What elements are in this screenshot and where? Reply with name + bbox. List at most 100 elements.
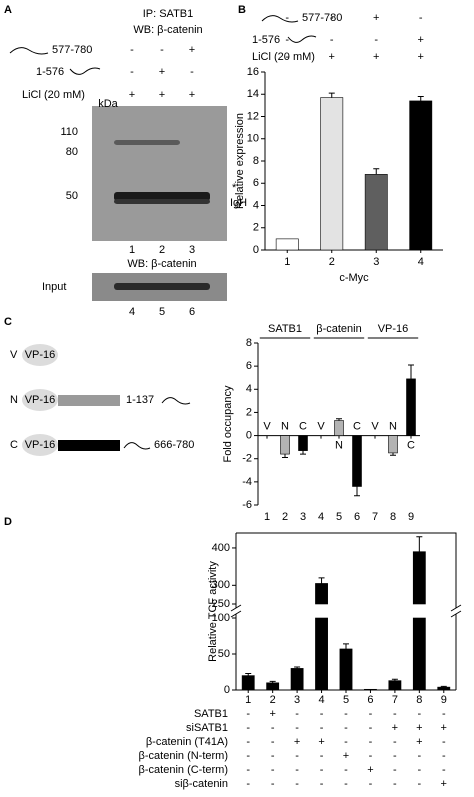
- y-tick-label: -2: [242, 453, 252, 465]
- y-tick-label: 2: [253, 222, 259, 234]
- y-tick-label: -4: [242, 476, 252, 488]
- error-bar: [245, 672, 252, 676]
- bar: [409, 100, 433, 251]
- condition-sign: +: [329, 51, 335, 63]
- construct-bar: [58, 440, 120, 451]
- condition-sign: +: [441, 722, 447, 734]
- condition-sign: -: [295, 764, 299, 776]
- bar: [266, 682, 280, 691]
- condition-sign: -: [271, 764, 275, 776]
- kda-label: kDa: [98, 98, 118, 110]
- y-tick-label: 250: [212, 598, 230, 610]
- condition-sign: -: [271, 736, 275, 748]
- blot-band: [174, 192, 210, 201]
- condition-sign: +: [367, 764, 373, 776]
- domain-label: VP-16: [25, 439, 56, 451]
- condition-label: 577-780: [52, 44, 92, 56]
- squiggle: [287, 35, 317, 43]
- condition-sign: -: [419, 12, 423, 24]
- condition-sign: -: [295, 750, 299, 762]
- error-bar: [318, 577, 325, 584]
- error-bar: [343, 643, 349, 649]
- condition-sign: -: [295, 778, 299, 790]
- y-tick-label: 8: [246, 337, 252, 349]
- condition-sign: -: [330, 12, 334, 24]
- condition-label: 1-576: [36, 66, 64, 78]
- bar: [437, 686, 451, 691]
- y-tick-label: 100: [212, 612, 230, 624]
- condition-sign: -: [271, 722, 275, 734]
- blot-band: [114, 192, 150, 201]
- condition-label: SATB1: [194, 708, 228, 720]
- bar: [275, 238, 299, 251]
- x-tick-label: 7: [372, 511, 378, 523]
- condition-sign: -: [190, 66, 194, 78]
- marker-label: 110: [60, 126, 78, 138]
- condition-sign: -: [442, 736, 446, 748]
- x-tick-label: 3: [294, 694, 300, 706]
- construct-bar: [58, 395, 120, 406]
- x-tick-label: 4: [418, 256, 424, 268]
- vp16-domain: [22, 434, 58, 456]
- y-tick-label: 14: [247, 88, 259, 100]
- bar: [290, 668, 304, 691]
- condition-sign: -: [369, 778, 373, 790]
- condition-sign: -: [320, 722, 324, 734]
- condition-sign: -: [246, 722, 250, 734]
- y-tick-label: 300: [212, 579, 230, 591]
- condition-sign: -: [271, 750, 275, 762]
- blot-band: [114, 140, 150, 145]
- x-tick-label: 4: [318, 511, 324, 523]
- condition-sign: +: [294, 736, 300, 748]
- bar: [315, 617, 328, 691]
- condition-label: siβ-catenin: [175, 778, 228, 790]
- x-tick-label: 9: [441, 694, 447, 706]
- bar: [412, 551, 426, 605]
- bar-label: C: [353, 420, 361, 432]
- y-tick-label: 4: [253, 199, 259, 211]
- x-tick-label: 1: [284, 256, 290, 268]
- bar-label: N: [281, 420, 289, 432]
- bar: [280, 435, 290, 455]
- condition-sign: +: [159, 89, 165, 101]
- bar-label: C: [299, 420, 307, 432]
- bar-label: V: [263, 420, 271, 432]
- vp16-domain: [22, 344, 58, 366]
- squiggle: [9, 47, 49, 55]
- error-bar: [294, 666, 301, 669]
- bar: [334, 420, 344, 436]
- bar-label: N: [389, 420, 397, 432]
- vp16-domain: [22, 389, 58, 411]
- x-tick-label: 3: [373, 256, 379, 268]
- condition-sign: -: [271, 778, 275, 790]
- condition-sign: +: [129, 89, 135, 101]
- bar: [388, 680, 402, 691]
- y-tick-label: 2: [246, 406, 252, 418]
- squiggle: [69, 67, 101, 75]
- squiggle: [261, 15, 299, 23]
- error-bar: [408, 364, 414, 379]
- blot-band: [174, 199, 210, 204]
- lane-label: 5: [159, 306, 165, 318]
- lane-label: 4: [129, 306, 135, 318]
- error-bar: [354, 486, 360, 497]
- condition-sign: -: [374, 34, 378, 46]
- wb-label: WB: β-catenin: [127, 258, 196, 270]
- panel-label: C: [4, 316, 12, 328]
- squiggle: [123, 442, 151, 450]
- error-bar: [300, 450, 306, 455]
- x-tick-label: 2: [282, 511, 288, 523]
- condition-label: siSATB1: [186, 722, 228, 734]
- condition-sign: -: [320, 778, 324, 790]
- condition-sign: -: [295, 722, 299, 734]
- y-axis-label: Relative TCF activity: [207, 561, 219, 662]
- condition-sign: -: [393, 764, 397, 776]
- construct-letter: N: [10, 394, 18, 406]
- marker-label: 80: [66, 146, 78, 158]
- condition-sign: -: [393, 736, 397, 748]
- condition-sign: +: [418, 51, 424, 63]
- condition-sign: -: [417, 708, 421, 720]
- y-tick-label: 400: [212, 542, 230, 554]
- condition-sign: -: [344, 708, 348, 720]
